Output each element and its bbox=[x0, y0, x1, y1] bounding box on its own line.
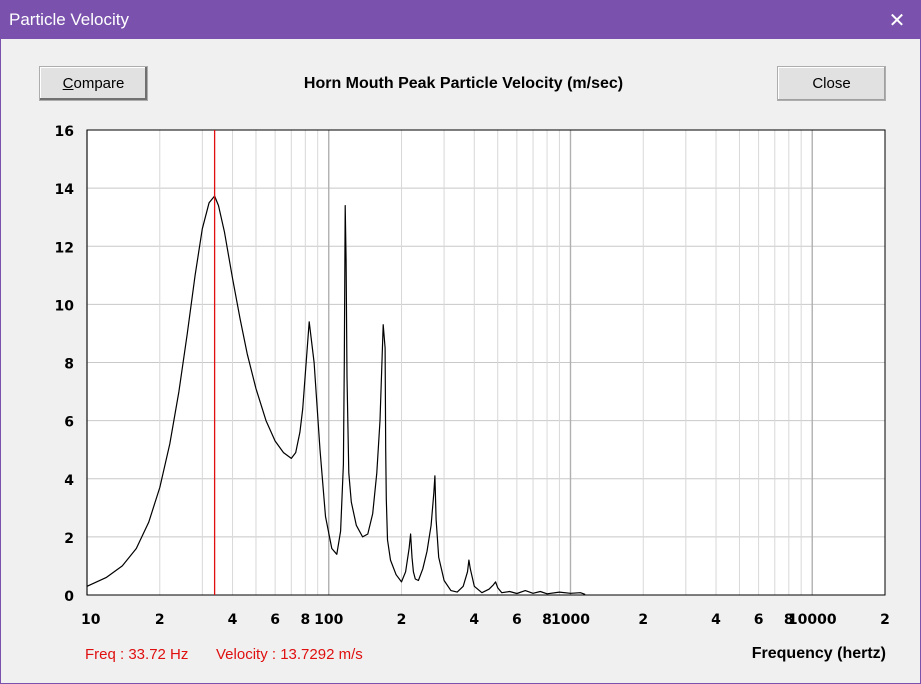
compare-label: ompare bbox=[73, 75, 125, 92]
freq-readout: Freq : 33.72 Hz bbox=[85, 646, 189, 663]
chart-title: Horn Mouth Peak Particle Velocity (m/sec… bbox=[303, 75, 624, 92]
y-tick-label: 12 bbox=[55, 240, 74, 256]
x-tick-label: 2 bbox=[397, 612, 407, 628]
velocity-readout: Velocity : 13.7292 m/s bbox=[216, 646, 363, 663]
grid-lines bbox=[86, 129, 886, 596]
x-tick-label: 2 bbox=[880, 612, 890, 628]
x-tick-label: 4 bbox=[711, 612, 721, 628]
window-title: Particle Velocity bbox=[9, 10, 129, 29]
x-tick-label: 6 bbox=[754, 612, 764, 628]
y-tick-label: 4 bbox=[64, 473, 74, 489]
x-tick-label: 6 bbox=[512, 612, 522, 628]
x-tick-label: 6 bbox=[270, 612, 280, 628]
x-tick-label: 8 bbox=[300, 612, 310, 628]
close-icon[interactable]: ✕ bbox=[888, 9, 906, 32]
x-tick-label: 100 bbox=[314, 612, 343, 628]
plot-frame bbox=[86, 129, 886, 596]
x-tick-label: 4 bbox=[469, 612, 479, 628]
x-tick-label: 10 bbox=[81, 612, 101, 628]
series-layer bbox=[86, 195, 586, 595]
x-axis-label: Frequency (hertz) bbox=[751, 645, 886, 662]
y-tick-label: 14 bbox=[55, 182, 75, 198]
x-tick-label: 2 bbox=[638, 612, 648, 628]
x-tick-label: 2 bbox=[155, 612, 165, 628]
y-tick-label: 0 bbox=[64, 589, 74, 605]
title-bar: Particle Velocity ✕ bbox=[1, 1, 920, 39]
close-button[interactable]: Close bbox=[777, 66, 886, 101]
x-tick-label: 4 bbox=[228, 612, 238, 628]
compare-accelerator: C bbox=[62, 75, 74, 92]
y-tick-label: 16 bbox=[55, 124, 74, 140]
x-tick-label: 10000 bbox=[788, 612, 837, 628]
y-tick-label: 6 bbox=[64, 415, 74, 431]
x-tick-label: 1000 bbox=[551, 612, 590, 628]
y-tick-label: 2 bbox=[64, 531, 74, 547]
y-tick-label: 10 bbox=[55, 298, 75, 314]
x-tick-label: 8 bbox=[784, 612, 794, 628]
y-tick-labels: 0 2 4 6 8 10 12 14 16 bbox=[55, 124, 75, 605]
series-line-particle-velocity bbox=[86, 195, 586, 595]
x-tick-label: 8 bbox=[542, 612, 552, 628]
y-tick-label: 8 bbox=[64, 357, 74, 373]
